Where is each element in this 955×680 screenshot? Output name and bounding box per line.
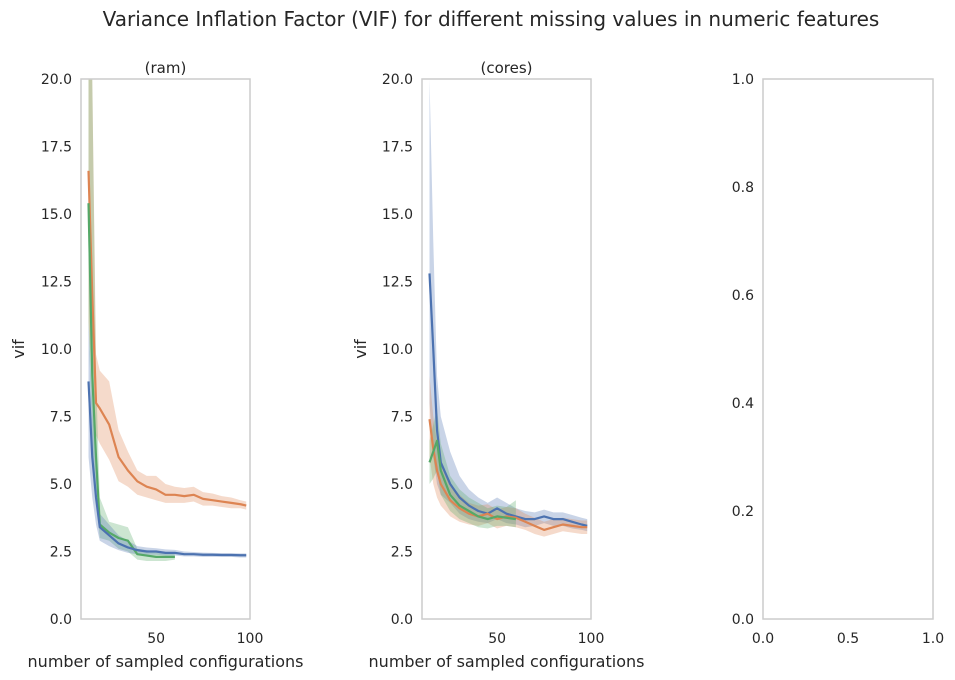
x-tick-label: 50: [488, 631, 506, 647]
panel-ram: (ram) number of sampled configurations v…: [9, 59, 303, 671]
panel-title: (cores): [480, 59, 532, 77]
y-tick-label: 1.0: [732, 72, 754, 88]
y-tick-label: 20.0: [382, 72, 413, 88]
series-line: [87, 170, 247, 507]
panel-title: (ram): [145, 59, 187, 77]
confidence-band: [429, 408, 516, 529]
y-tick-label: 0.0: [50, 612, 72, 628]
y-tick-label: 2.5: [391, 545, 413, 561]
y-tick-label: 15.0: [382, 207, 413, 223]
y-axis-label: vif: [351, 339, 370, 359]
confidence-band: [88, 79, 247, 510]
series-line: [428, 439, 517, 521]
axes-frame: [421, 78, 592, 620]
y-tick-label: 12.5: [382, 275, 413, 291]
series-line: [428, 273, 588, 527]
plot-area: [87, 79, 247, 561]
y-tick-label: 5.0: [50, 477, 72, 493]
series-line: [87, 381, 247, 557]
y-axis-label: vif: [9, 339, 28, 359]
x-tick-label: 50: [147, 631, 165, 647]
series-line: [87, 203, 175, 559]
y-tick-label: 0.8: [732, 180, 754, 196]
y-tick-label: 0.4: [732, 396, 754, 412]
y-tick-label: 10.0: [41, 342, 72, 358]
x-axis-label: number of sampled configurations: [28, 652, 304, 671]
plot-area: [428, 79, 588, 537]
y-tick-label: 2.5: [50, 545, 72, 561]
x-tick-label: 0.0: [752, 631, 774, 647]
y-tick-label: 20.0: [41, 72, 72, 88]
y-tick-label: 17.5: [382, 140, 413, 156]
y-tick-label: 7.5: [50, 410, 72, 426]
y-tick-label: 0.2: [732, 504, 754, 520]
panel-empty: 0.0 0.2 0.4 0.6 0.8 1.0 0.0 0.5 1.0: [732, 72, 944, 647]
x-tick-label: 0.5: [837, 631, 859, 647]
axes-frame: [80, 78, 251, 620]
x-tick-label: 100: [578, 631, 605, 647]
y-tick-label: 0.0: [391, 612, 413, 628]
y-tick-label: 0.0: [732, 612, 754, 628]
axes-frame: [762, 78, 934, 620]
y-tick-label: 0.6: [732, 288, 754, 304]
figure-title: Variance Inflation Factor (VIF) for diff…: [103, 7, 880, 31]
x-tick-label: 100: [237, 631, 264, 647]
y-tick-label: 12.5: [41, 275, 72, 291]
y-tick-label: 5.0: [391, 477, 413, 493]
x-tick-label: 1.0: [922, 631, 944, 647]
x-axis-label: number of sampled configurations: [369, 652, 645, 671]
y-tick-label: 7.5: [391, 410, 413, 426]
panel-cores: (cores) number of sampled configurations…: [351, 59, 644, 671]
confidence-band: [88, 322, 247, 558]
y-tick-label: 17.5: [41, 140, 72, 156]
y-tick-label: 15.0: [41, 207, 72, 223]
confidence-band: [429, 79, 588, 532]
y-tick-label: 10.0: [382, 342, 413, 358]
